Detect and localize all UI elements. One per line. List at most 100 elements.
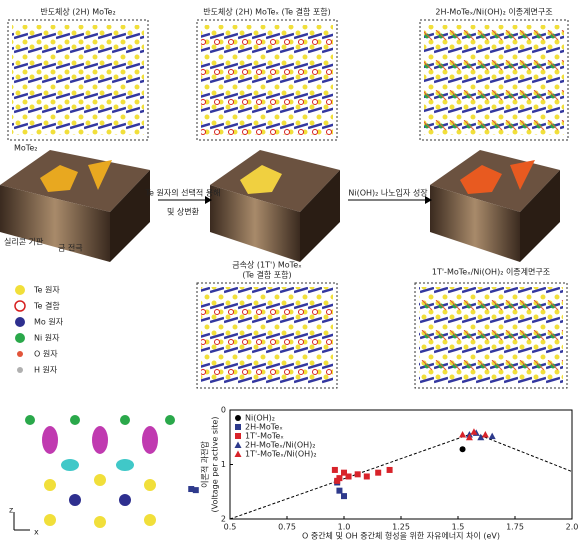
orbital [116, 459, 134, 471]
y-tick-label: 1 [221, 460, 226, 469]
atom [70, 415, 80, 425]
legend-label: 1T'-MoTeₓ/Ni(OH)₂ [245, 450, 317, 459]
orbital [42, 426, 58, 454]
atom-label: O 원자 [34, 350, 58, 359]
atom [69, 494, 81, 506]
legend-swatch [235, 415, 241, 421]
substrate-side [520, 170, 560, 262]
y-axis-label: 이론적 과전압 [200, 441, 210, 488]
substrate-side [300, 170, 340, 262]
step-label: Ni(OH)₂ 나노입자 성장 [348, 188, 428, 198]
legend-swatch [235, 424, 241, 430]
axis-name: z [9, 506, 13, 515]
legend-swatch [234, 441, 242, 448]
x-tick-label: 1.75 [506, 523, 524, 532]
atom [44, 479, 56, 491]
substrate-front [0, 185, 110, 262]
legend-label: 2H-MoTeₓ [245, 423, 283, 432]
atom [144, 514, 156, 526]
point [363, 473, 370, 480]
atom-swatch [15, 285, 25, 295]
x-tick-label: 0.75 [278, 523, 296, 532]
orbital [92, 426, 108, 454]
y-axis-label: (Voltage per active site) [211, 417, 220, 513]
x-axis-label: O 중간체 및 OH 중간체 형성을 위한 자유에너지 차이 (eV) [302, 531, 500, 541]
substrate-front [210, 185, 300, 262]
atom [119, 494, 131, 506]
point [488, 432, 496, 440]
flake [460, 165, 502, 194]
panel-title: 1T'-MoTeₓ/Ni(OH)₂ 이종계면구조 [432, 267, 550, 277]
point [459, 431, 467, 438]
atom [165, 415, 175, 425]
atom [120, 415, 130, 425]
flake [40, 165, 78, 192]
point [354, 471, 361, 478]
lattice [424, 25, 564, 135]
panel-title: 2H-MoTeₓ/Ni(OH)₂ 이종계면구조 [435, 7, 552, 17]
y-tick-label: 2 [221, 515, 226, 524]
point [345, 473, 352, 480]
panel-title: 금속상 (1T') MoTeₓ [232, 260, 302, 270]
step-label: Te 원자의 선택적 용해 [145, 188, 221, 198]
point [386, 466, 393, 473]
atom-label: Te 원자 [33, 286, 60, 295]
molecule [10, 405, 185, 535]
substrate-side [110, 170, 150, 262]
legend-swatch [235, 433, 241, 439]
orbital [142, 426, 158, 454]
x-tick-label: 1.0 [338, 523, 351, 532]
lattice [201, 287, 333, 384]
atom-legend: Te 원자 Te 결함 Mo 원자 Ni 원자 O 원자 H 원자 [14, 285, 64, 375]
atom-label: Mo 원자 [34, 318, 64, 327]
point [192, 487, 199, 494]
atom-swatch [17, 351, 23, 357]
point [481, 431, 489, 438]
legend-label: 2H-MoTeₓ/Ni(OH)₂ [245, 441, 315, 450]
arrows [158, 196, 432, 204]
substrates [0, 150, 560, 262]
point [375, 469, 382, 476]
lattice [12, 25, 144, 135]
point [331, 466, 338, 473]
x-tick-label: 2.0 [566, 523, 579, 532]
substrate-top [0, 150, 150, 212]
flake [88, 160, 112, 190]
panel-title: 반도체상 (2H) MoTeₓ (Te 결함 포함) [203, 7, 330, 17]
flake [510, 160, 535, 190]
point [465, 433, 473, 441]
plot: 0.5 0.75 1.0 1.25 1.5 1.75 2.0 0 1 2 O 중간체 및 OH 중간… [188, 406, 578, 541]
flake [240, 165, 282, 194]
axis-name: x [34, 528, 39, 537]
point [334, 477, 341, 484]
step-label: 및 상변환 [167, 207, 200, 217]
flake-label: MoTe₂ [14, 144, 37, 153]
point [188, 486, 195, 493]
lattice [201, 25, 333, 135]
y-tick-label: 0 [221, 406, 226, 415]
atom [94, 516, 106, 528]
trend-line [229, 432, 573, 520]
arrow-head [425, 196, 432, 204]
arrow-head [205, 196, 212, 204]
point [336, 487, 343, 494]
panel-subtitle: (Te 결함 포함) [242, 270, 291, 280]
atom [25, 415, 35, 425]
atom-label: H 원자 [34, 366, 58, 375]
electrode-label: 금 전극 [58, 243, 83, 253]
molecule-bg [10, 405, 185, 535]
x-tick-label: 1.5 [452, 523, 465, 532]
atom-swatch [15, 317, 25, 327]
x-tick-label: 1.25 [392, 523, 410, 532]
point [341, 493, 347, 500]
atom-swatch [15, 333, 25, 343]
atom-swatch [14, 300, 26, 312]
orbital [61, 459, 79, 471]
atom-label: Ni 원자 [34, 334, 60, 343]
atom [144, 479, 156, 491]
atom-swatch [17, 367, 23, 373]
substrate-front [430, 185, 520, 262]
substrate-label: 실리콘 기판 [4, 237, 44, 247]
point [341, 469, 347, 476]
